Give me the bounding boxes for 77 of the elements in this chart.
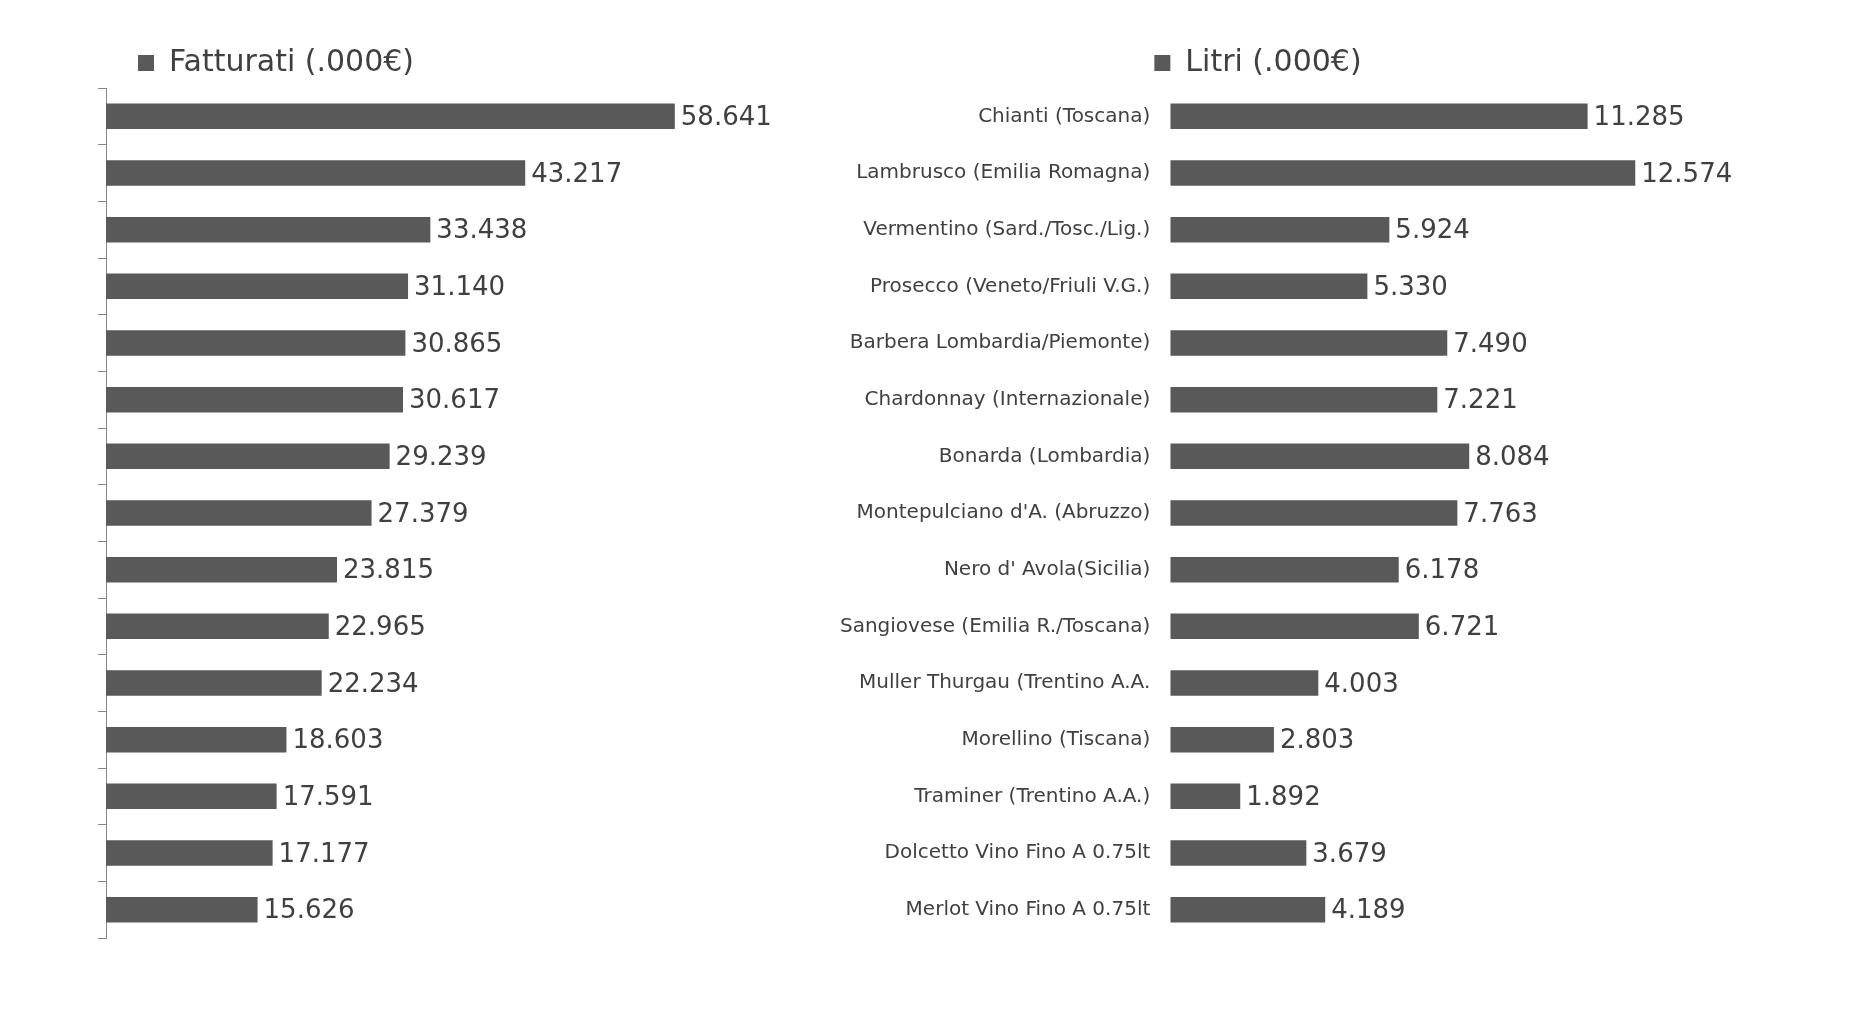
bar	[1170, 783, 1241, 810]
data-label: 7.490	[1453, 327, 1528, 358]
bar	[1170, 896, 1326, 923]
bar	[106, 330, 406, 356]
bar	[106, 726, 287, 753]
data-label: 22.234	[327, 667, 419, 698]
data-label: 6.178	[1404, 554, 1480, 585]
bar	[106, 783, 277, 810]
bar	[106, 840, 273, 866]
y-tick-label: Vermentino (Sard./Tosc./Lig.)	[863, 215, 1151, 240]
bar	[1170, 613, 1419, 640]
bar	[1170, 500, 1458, 526]
data-label: 12.574	[1641, 157, 1733, 188]
bar	[106, 443, 390, 470]
y-tick-label: Sangiovese (Emilia R./Toscana)	[839, 612, 1151, 637]
bar	[106, 216, 431, 243]
data-label: 30.865	[411, 327, 503, 358]
bar	[1170, 670, 1319, 696]
data-label: 17.591	[282, 781, 374, 812]
data-label: 15.626	[263, 894, 355, 925]
bar	[1170, 160, 1636, 186]
y-tick-label: Chianti (Toscana)	[978, 102, 1151, 127]
bar	[106, 896, 258, 923]
y-tick-label: Traminer (Trentino A.A.)	[913, 782, 1151, 807]
data-label: 30.617	[408, 384, 500, 415]
data-label: 31.140	[414, 271, 506, 302]
bar	[1170, 840, 1307, 866]
legend-label: Fatturati (.000€)	[169, 42, 415, 78]
data-label: 58.641	[680, 101, 772, 132]
y-tick-label: Morellino (Tiscana)	[961, 725, 1151, 750]
y-tick-label: Merlot Vino Fino A 0.75lt	[905, 895, 1151, 920]
bar	[1170, 330, 1448, 356]
data-label: 5.924	[1395, 214, 1470, 245]
bar	[1170, 216, 1390, 243]
data-label: 22.965	[334, 611, 426, 642]
y-tick-label: Lambrusco (Emilia Romagna)	[856, 159, 1151, 184]
data-label: 2.803	[1279, 724, 1355, 755]
data-label: 18.603	[292, 724, 384, 755]
data-label: 27.379	[377, 497, 469, 528]
data-label: 17.177	[278, 837, 370, 868]
bar	[106, 386, 403, 413]
legend-label: Litri (.000€)	[1185, 42, 1362, 78]
bar	[1170, 443, 1470, 470]
data-label: 3.679	[1312, 837, 1387, 868]
bar	[106, 103, 675, 130]
data-label: 33.438	[436, 214, 528, 245]
data-label: 4.189	[1331, 894, 1406, 925]
y-tick-label: Barbera Lombardia/Piemonte)	[849, 329, 1151, 354]
y-tick-label: Chardonnay (Internazionale)	[864, 385, 1151, 410]
bar	[106, 160, 526, 186]
y-tick-label: Montepulciano d'A. (Abruzzo)	[856, 499, 1151, 524]
data-label: 11.285	[1593, 101, 1685, 132]
bar	[1170, 386, 1438, 413]
data-label: 6.721	[1424, 611, 1500, 642]
bar	[106, 273, 409, 300]
bar	[1170, 273, 1368, 300]
bar	[106, 556, 338, 583]
bar	[106, 613, 329, 640]
bar	[1170, 103, 1588, 130]
data-label: 43.217	[531, 157, 623, 188]
data-label: 8.084	[1475, 441, 1550, 472]
data-label: 7.763	[1463, 497, 1538, 528]
bar	[106, 500, 372, 526]
data-label: 7.221	[1443, 384, 1518, 415]
data-label: 5.330	[1373, 271, 1448, 302]
data-label: 23.815	[343, 554, 434, 585]
bar	[1170, 726, 1274, 753]
bar	[1170, 556, 1399, 583]
data-label: 1.892	[1246, 781, 1321, 812]
y-tick-label: Prosecco (Veneto/Friuli V.G.)	[870, 272, 1151, 297]
data-label: 29.239	[395, 441, 487, 472]
bar	[106, 670, 322, 696]
data-label: 4.003	[1324, 667, 1399, 698]
y-tick-label: Muller Thurgau (Trentino A.A.	[859, 669, 1151, 694]
y-tick-label: Bonarda (Lombardia)	[938, 442, 1151, 467]
y-tick-label: Dolcetto Vino Fino A 0.75lt	[884, 839, 1151, 864]
y-tick-label: Nero d' Avola(Sicilia)	[943, 555, 1151, 580]
